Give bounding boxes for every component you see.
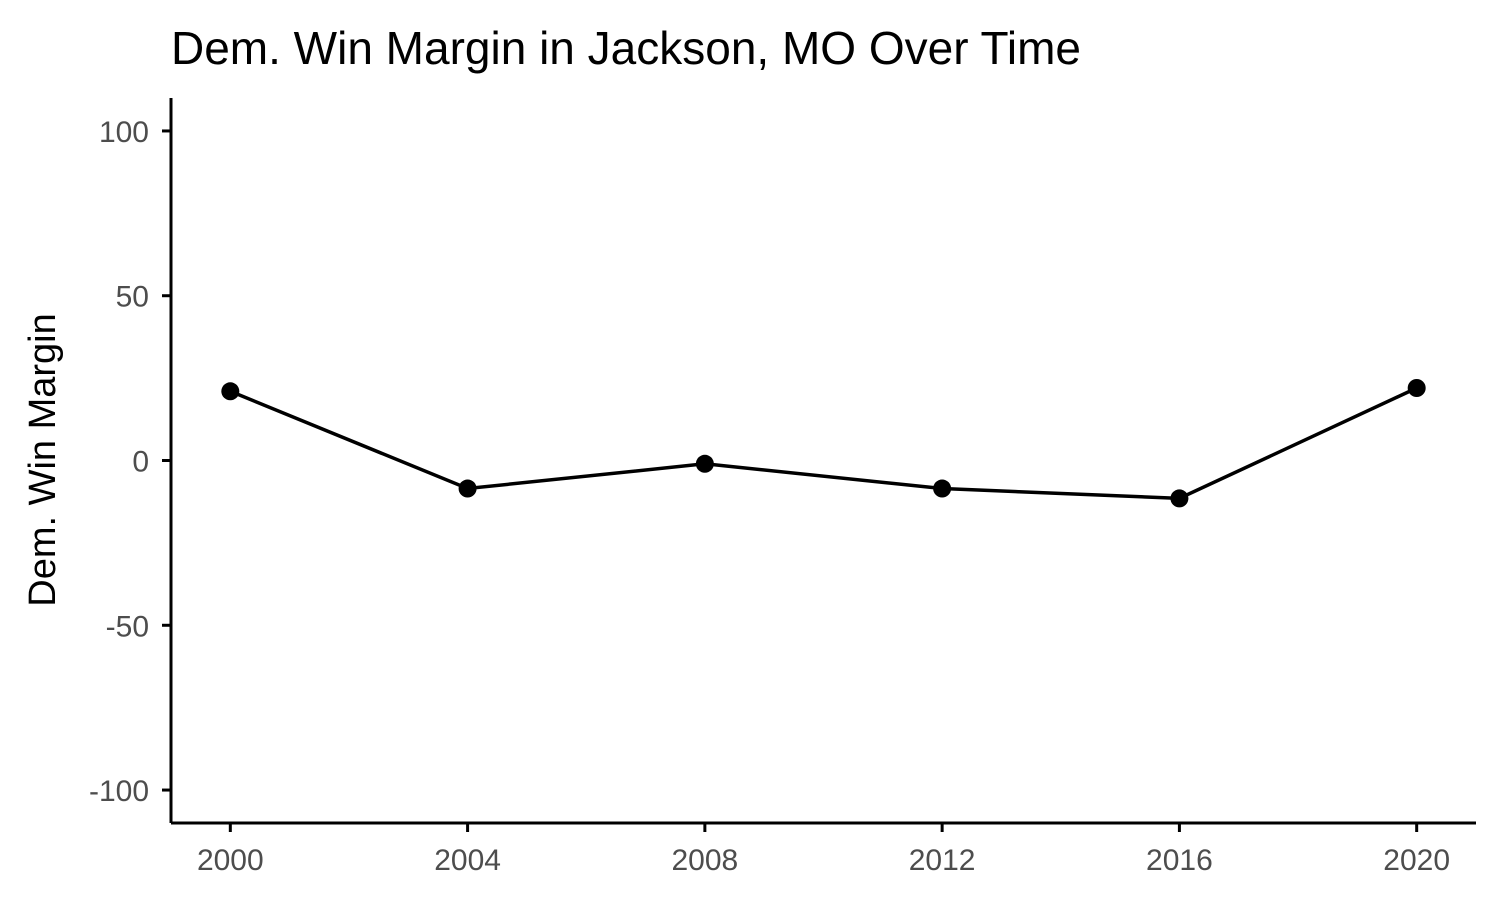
x-tick-label: 2004 [434,844,501,877]
x-tick-label: 2020 [1383,844,1450,877]
data-point [221,382,240,401]
series-group [221,379,1426,508]
y-tick-label: 100 [99,116,149,149]
x-tick-label: 2016 [1146,844,1213,877]
x-tick-label: 2000 [197,844,264,877]
x-tick-label: 2008 [671,844,738,877]
y-tick-label: 50 [116,281,149,314]
y-tick-label: -100 [89,775,149,808]
data-point [933,479,952,498]
data-point [1170,489,1189,508]
data-point [458,479,477,498]
data-point [1407,379,1426,397]
y-tick-label: -50 [106,610,149,643]
series-line [229,386,1418,501]
chart-title: Dem. Win Margin in Jackson, MO Over Time [171,22,1081,74]
x-tick-label: 2012 [909,844,976,877]
data-point [695,454,714,473]
axes: 100 50 0 -50 -100 2000 2004 2008 2012 2016 2020 [89,98,1476,877]
y-axis-label: Dem. Win Margin [22,313,64,607]
y-tick-label: 0 [132,446,149,479]
